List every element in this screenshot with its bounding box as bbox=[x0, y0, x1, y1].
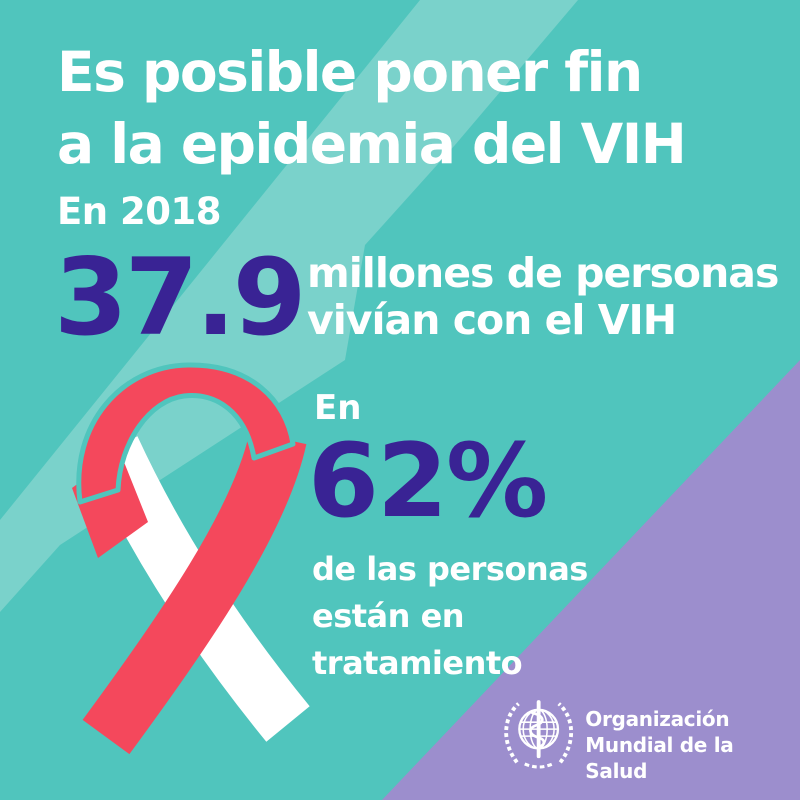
org-name: Organización Mundial de la Salud bbox=[585, 706, 800, 784]
title-line-1: Es posible poner fin bbox=[57, 40, 643, 104]
who-emblem-icon bbox=[504, 700, 574, 769]
stat-treatment-desc-line-3: tratamiento bbox=[312, 644, 523, 682]
laurel-base bbox=[524, 762, 554, 769]
stat-people-value: 37.9 bbox=[54, 236, 307, 359]
laurel-right bbox=[557, 702, 574, 764]
page-title: Es posible poner fin a la epidemia del V… bbox=[57, 36, 687, 180]
org-name-line-1: Organización bbox=[585, 707, 730, 731]
stat-people-desc-line-1: millones de personas bbox=[307, 249, 779, 297]
stat-treatment-prefix: En bbox=[314, 388, 362, 428]
org-name-line-2: Mundial de la Salud bbox=[585, 733, 734, 783]
stat-treatment-desc-line-2: están en bbox=[312, 597, 465, 635]
laurel-left bbox=[504, 702, 520, 764]
stat-people-desc-line-2: vivían con el VIH bbox=[307, 296, 677, 344]
purple-corner-triangle bbox=[382, 360, 800, 800]
stat-people-description: millones de personas vivían con el VIH bbox=[307, 249, 779, 344]
stat-treatment-value: 62% bbox=[308, 422, 548, 541]
ribbon-red-band bbox=[82, 431, 307, 755]
hiv-ribbon-icon bbox=[72, 362, 310, 755]
who-logo: Organización Mundial de la Salud bbox=[500, 694, 800, 784]
year-label: En 2018 bbox=[57, 190, 221, 233]
snake bbox=[529, 711, 546, 749]
stat-treatment-desc-line-1: de las personas bbox=[312, 550, 588, 588]
title-line-2: a la epidemia del VIH bbox=[57, 112, 687, 176]
ribbon-top-loop bbox=[76, 362, 296, 505]
stat-treatment-description: de las personas están en tratamiento bbox=[312, 546, 588, 687]
